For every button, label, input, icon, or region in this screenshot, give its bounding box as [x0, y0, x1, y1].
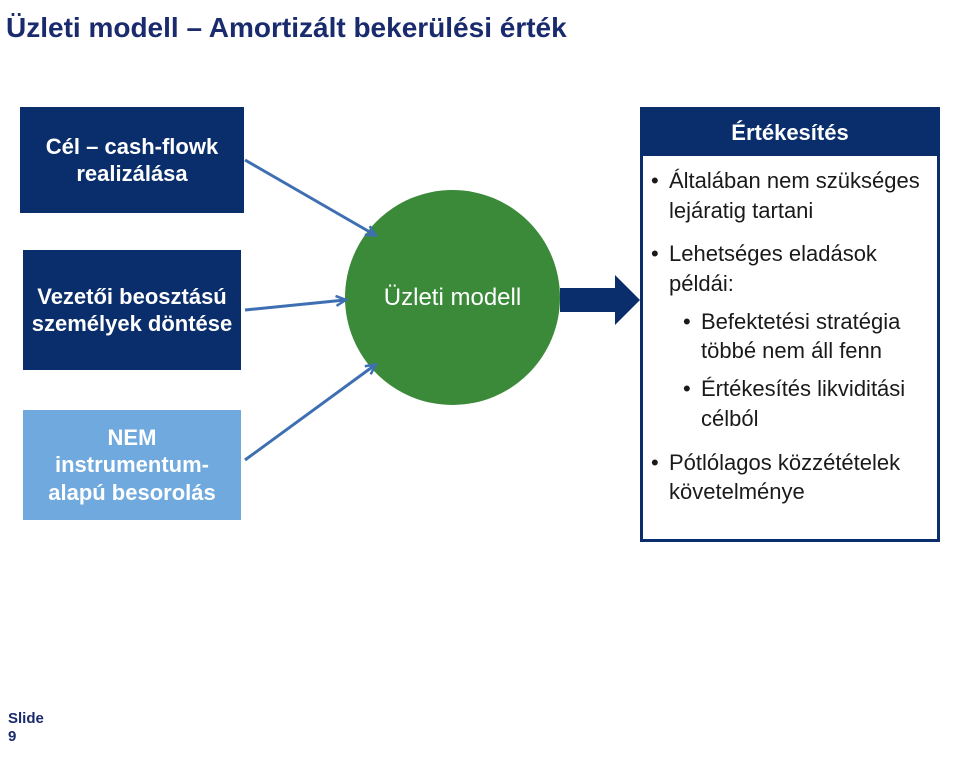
sales-bullet: Pótlólagos közzétételek követelménye [651, 448, 929, 507]
slide-num: 9 [8, 728, 16, 745]
sales-bullet: Lehetséges eladások példái: Befektetési … [651, 239, 929, 433]
classification-box: NEM instrumentum-alapú besorolás [23, 410, 241, 520]
arrow-classification-to-model [245, 365, 375, 460]
sales-sub-bullet: Befektetési stratégia többé nem áll fenn [683, 307, 929, 366]
sales-panel: Értékesítés Általában nem szükséges lejá… [640, 107, 940, 542]
sales-panel-body: Általában nem szükséges lejáratig tartan… [643, 156, 937, 539]
arrow-executives-to-model [245, 300, 345, 310]
sales-sub-bullet-text: Befektetési stratégia többé nem áll fenn [701, 309, 900, 364]
goal-box: Cél – cash-flowk realizálása [23, 110, 241, 210]
block-arrow-model-to-panel [560, 275, 640, 325]
classification-box-label: NEM instrumentum-alapú besorolás [29, 424, 235, 507]
arrow-goal-to-model [245, 160, 375, 235]
sales-panel-header: Értékesítés [643, 110, 937, 156]
business-model-circle: Üzleti modell [345, 190, 560, 405]
sales-sub-bullet-text: Értékesítés likviditási célból [701, 376, 905, 431]
sales-bullet-text: Lehetséges eladások példái: [669, 241, 877, 296]
executives-box: Vezetői beosztású személyek döntése [23, 250, 241, 370]
page-title: Üzleti modell – Amortizált bekerülési ér… [6, 12, 567, 44]
sales-bullet-text: Általában nem szükséges lejáratig tartan… [669, 168, 920, 223]
slide-number: Slide 9 [8, 710, 44, 746]
executives-box-label: Vezetői beosztású személyek döntése [29, 283, 235, 338]
goal-box-label: Cél – cash-flowk realizálása [29, 133, 235, 188]
sales-bullet: Általában nem szükséges lejáratig tartan… [651, 166, 929, 225]
business-model-circle-label: Üzleti modell [384, 282, 521, 313]
sales-sub-bullet: Értékesítés likviditási célból [683, 374, 929, 433]
sales-bullet-text: Pótlólagos közzétételek követelménye [669, 450, 900, 505]
slide-word: Slide [8, 710, 44, 727]
